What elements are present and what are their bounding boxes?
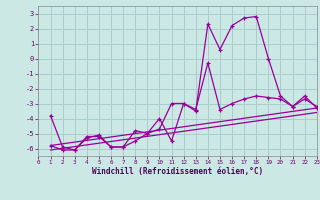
- X-axis label: Windchill (Refroidissement éolien,°C): Windchill (Refroidissement éolien,°C): [92, 167, 263, 176]
